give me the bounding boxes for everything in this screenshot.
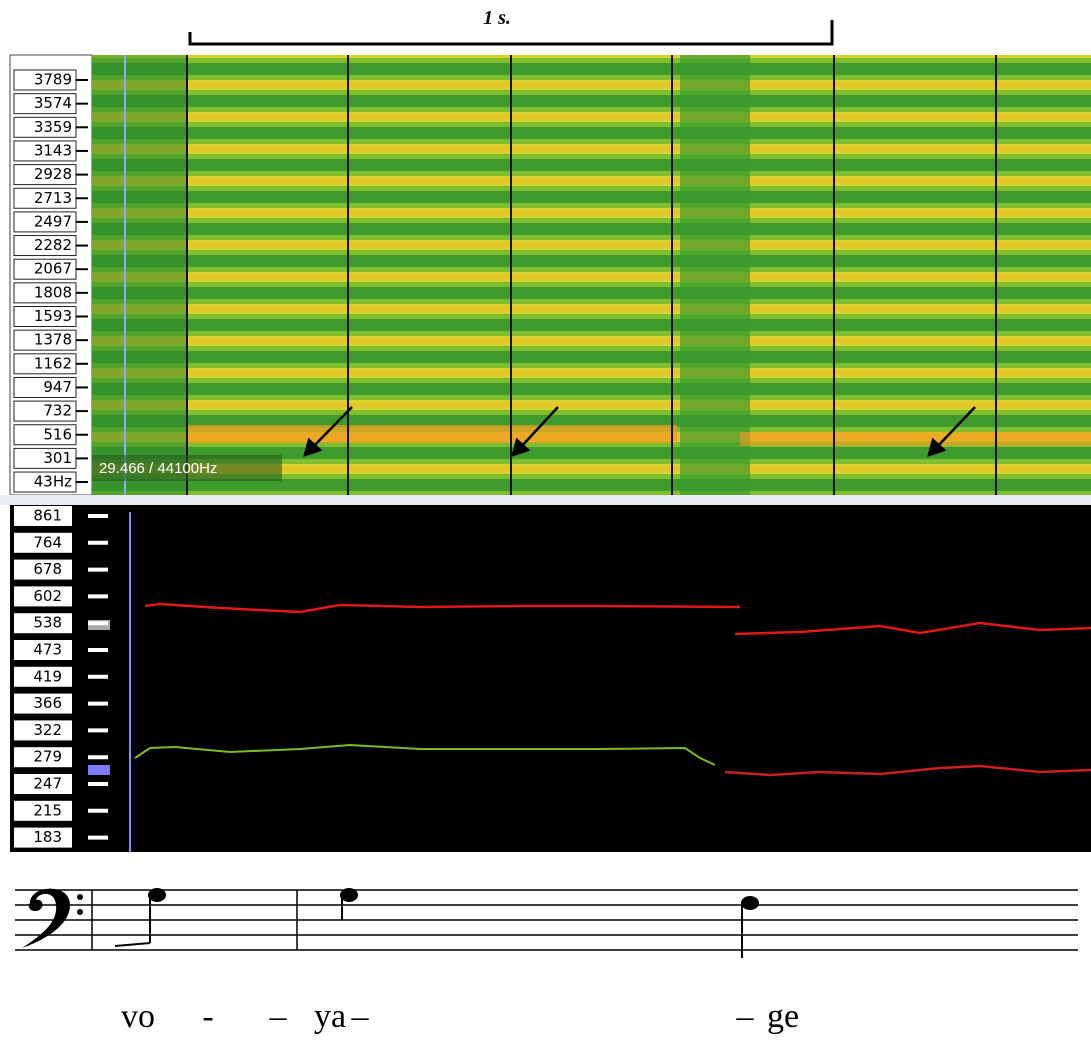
label-box [14,720,72,741]
label-box [14,800,72,821]
label-box [14,747,72,768]
note [148,888,166,902]
freq-label: 3574 [34,94,72,112]
arrow [935,406,976,449]
lyric: – [351,998,370,1035]
scale-label: 1 s. [483,7,511,29]
separator [0,495,1091,505]
note [741,896,759,910]
freq-label: 43Hz [34,473,72,491]
freq-label: 2928 [34,165,72,183]
label-box [14,774,72,794]
freq-label: 947 [43,378,72,396]
low-harmonic [740,432,1091,446]
lyric: - [202,998,213,1035]
freq-label: 516 [43,425,72,443]
freq-label: 215 [33,801,62,819]
label-box [14,559,72,580]
freq-label: 2497 [34,212,72,230]
arrow-head [927,437,947,457]
freq-label: 764 [33,533,62,551]
readout: 29.466 / 44100Hz [99,460,217,477]
freq-label: 1378 [34,331,72,349]
freq-label: 301 [43,449,72,467]
freq-label: 861 [33,507,62,525]
freq-label: 1808 [34,283,72,301]
freq-label: 3789 [34,71,72,89]
label-box [14,693,72,714]
readout-bg [92,455,282,481]
freq-label: 366 [33,694,62,712]
lyric: ge [767,998,799,1035]
notes [114,888,759,958]
key-highlight [88,765,110,775]
low-harmonic [187,425,677,443]
freq-label: 183 [33,828,62,846]
note [340,888,358,902]
lyric: ya [314,998,346,1035]
freq-label: 2067 [34,260,72,278]
clef-dot [77,894,83,900]
freq-label: 732 [43,402,72,420]
scale-bracket [188,20,834,46]
freq-label: 247 [33,775,62,793]
pitch-contour [144,602,741,614]
label-box [14,666,72,687]
pitch-contour [134,743,716,766]
freq-label: 602 [33,587,62,605]
pitch-panel [10,505,1091,852]
freq-label: 322 [33,721,62,739]
arrow-head [511,437,531,457]
clef-dot [77,909,83,915]
label-box [14,586,72,607]
grace-line [114,942,151,947]
freq-label: 3143 [34,141,72,159]
arrows [303,406,976,457]
lyric: vo [121,998,155,1035]
arrow [519,406,559,449]
pitch-contour [724,764,1091,777]
freq-label: 1593 [34,307,72,325]
label-box [14,640,72,660]
arrow-head [303,437,323,457]
freq-label: 678 [33,560,62,578]
lyric: – [736,998,755,1035]
pitch-contour [734,621,1091,636]
freq-label: 1162 [34,354,72,372]
bass-clef [22,888,70,948]
lyric: – [269,998,288,1035]
label-box [14,506,72,526]
freq-label: 279 [33,748,62,766]
label-box [14,827,72,848]
spectro-shade [92,55,187,495]
freq-label: 419 [33,667,62,685]
spectrogram [92,55,1091,495]
arrow [311,406,353,449]
staff [15,889,1078,951]
freq-label: 538 [33,614,62,632]
noise-band [680,55,750,495]
label-box [14,613,72,634]
freq-label: 473 [33,641,62,659]
freq-label: 2713 [34,189,72,207]
label-box [14,532,72,553]
time-lines [186,55,997,495]
freq-label: 3359 [34,118,72,136]
freq-label: 2282 [34,236,72,254]
